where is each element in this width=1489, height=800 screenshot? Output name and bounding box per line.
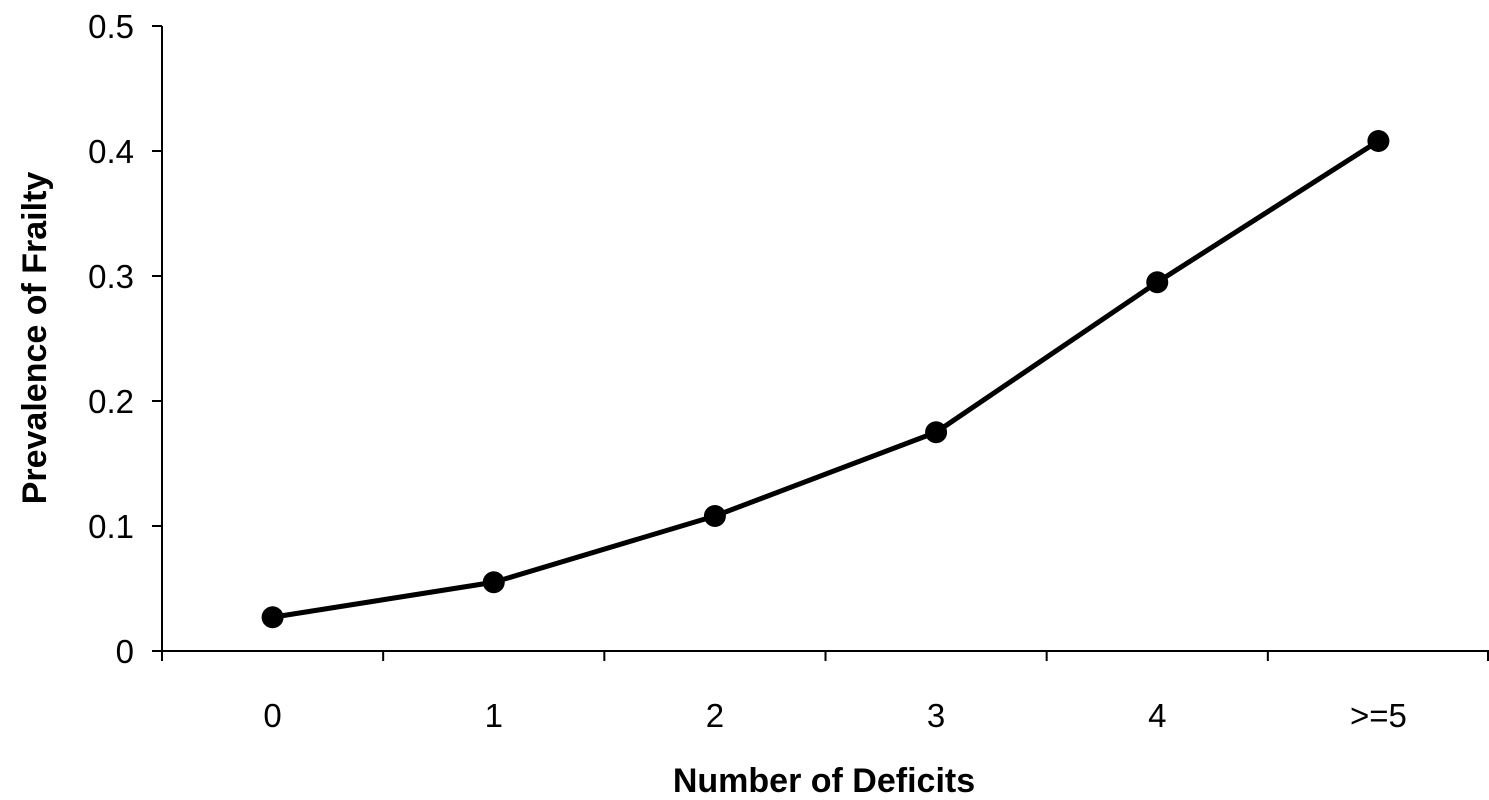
y-tick-label: 0.2 [88,383,134,420]
series-group [261,130,1390,629]
series-line [272,138,1380,620]
x-tick-label: 3 [927,697,945,734]
y-tick-label: 0.4 [88,133,134,170]
data-point [482,571,505,594]
y-axis: 0 0.1 0.2 0.3 0.4 0.5 [88,8,163,670]
data-point [1367,130,1390,152]
y-axis-title: Prevalence of Frailty [16,172,54,505]
x-tick-label: 1 [485,697,503,734]
y-tick-label: 0.3 [88,258,134,295]
x-tick-label: 4 [1148,697,1166,734]
x-tick-label: 2 [706,697,724,734]
y-tick-label: 0.1 [88,508,134,545]
data-point [925,421,948,444]
y-tick-label: 0.5 [88,8,134,45]
data-point [703,505,726,527]
x-axis: 0 1 2 3 4 >=5 [161,650,1489,734]
x-tick-label: >=5 [1350,697,1407,734]
x-axis-title: Number of Deficits [673,762,975,800]
data-point [261,606,284,629]
y-tick-label: 0 [116,633,134,670]
data-point [1146,271,1169,294]
x-tick-label: 0 [263,697,281,734]
